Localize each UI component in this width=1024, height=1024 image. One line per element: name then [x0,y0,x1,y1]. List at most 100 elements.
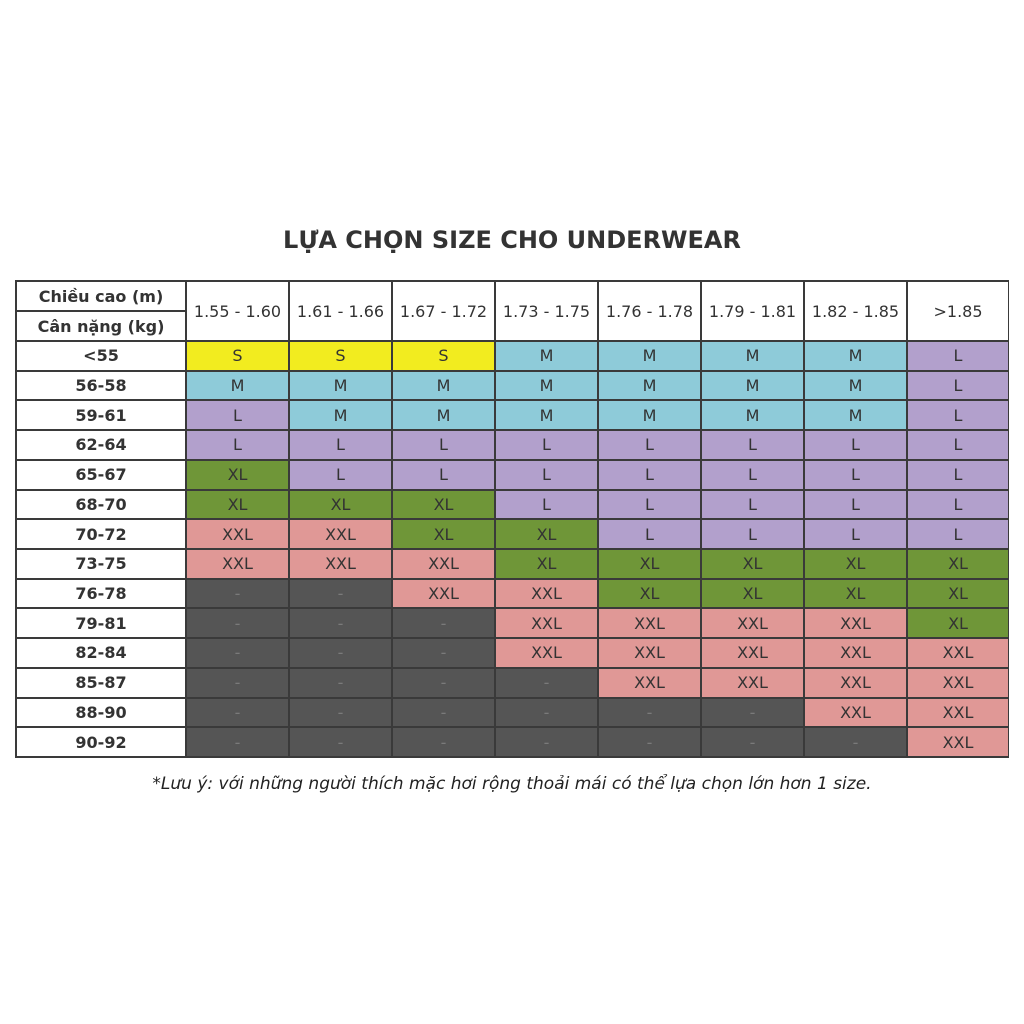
size-cell: XL [599,579,700,608]
column-header: >1.85 [908,282,1008,340]
size-cell: XXL [393,579,494,608]
row-label: 65-67 [17,460,185,489]
size-cell: - [393,668,494,697]
size-cell: L [290,431,391,459]
size-cell: M [599,342,700,370]
size-cell: XXL [496,639,597,667]
size-cell: XL [702,579,803,608]
size-cell: S [290,342,391,370]
size-cell: XXL [702,609,803,638]
column-header: 1.61 - 1.66 [290,282,391,340]
size-cell: L [805,520,906,548]
size-cell: M [805,401,906,430]
size-cell: XXL [599,639,700,667]
row-label: 79-81 [17,609,185,638]
size-cell: - [187,579,288,608]
size-cell: XXL [908,639,1008,667]
size-cell: M [496,401,597,430]
column-header: 1.79 - 1.81 [702,282,803,340]
size-cell: XXL [805,668,906,697]
size-cell: M [290,371,391,400]
size-cell: L [393,460,494,489]
size-cell: XXL [805,698,906,727]
size-cell: L [702,431,803,459]
column-header: 1.67 - 1.72 [393,282,494,340]
size-cell: XL [805,549,906,578]
size-cell: M [393,371,494,400]
size-cell: L [908,401,1008,430]
size-cell: XXL [599,668,700,697]
size-cell: XL [496,520,597,548]
row-label: <55 [17,342,185,370]
size-cell: L [599,431,700,459]
size-cell: L [805,490,906,519]
size-cell: - [187,639,288,667]
size-table: Chiều cao (m) Cân nặng (kg) 1.55 - 1.60 1… [15,280,1009,758]
size-cell: XL [290,490,391,519]
row-label: 82-84 [17,639,185,667]
size-cell: L [908,460,1008,489]
size-cell: XL [908,549,1008,578]
size-cell: - [702,728,803,756]
size-cell: - [290,579,391,608]
size-cell: - [290,668,391,697]
column-header: 1.82 - 1.85 [805,282,906,340]
size-cell: XXL [187,549,288,578]
height-label: Chiều cao (m) [17,282,185,310]
size-cell: S [187,342,288,370]
row-label: 70-72 [17,520,185,548]
size-cell: XXL [496,579,597,608]
size-cell: XL [908,609,1008,638]
row-label: 90-92 [17,728,185,756]
size-cell: - [290,728,391,756]
size-cell: - [290,698,391,727]
row-label: 76-78 [17,579,185,608]
row-label: 59-61 [17,401,185,430]
row-label: 88-90 [17,698,185,727]
column-header: 1.76 - 1.78 [599,282,700,340]
size-cell: L [187,401,288,430]
size-cell: XXL [908,668,1008,697]
size-cell: L [805,431,906,459]
size-cell: - [805,728,906,756]
size-cell: XXL [290,520,391,548]
column-header: 1.73 - 1.75 [496,282,597,340]
row-label: 73-75 [17,549,185,578]
size-cell: - [599,698,700,727]
size-cell: L [290,460,391,489]
size-cell: XXL [702,639,803,667]
size-cell: L [599,460,700,489]
size-cell: L [908,342,1008,370]
size-cell: L [496,431,597,459]
size-cell: XXL [599,609,700,638]
size-cell: M [496,342,597,370]
size-cell: XL [496,549,597,578]
size-cell: L [805,460,906,489]
size-cell: M [290,401,391,430]
weight-label: Cân nặng (kg) [17,312,185,340]
row-label: 68-70 [17,490,185,519]
size-cell: - [393,728,494,756]
size-cell: - [187,609,288,638]
size-cell: XXL [393,549,494,578]
column-header: 1.55 - 1.60 [187,282,288,340]
size-cell: L [908,371,1008,400]
size-cell: M [187,371,288,400]
corner-cell: Chiều cao (m) Cân nặng (kg) [17,282,185,340]
size-cell: XL [599,549,700,578]
row-label: 85-87 [17,668,185,697]
size-cell: L [496,490,597,519]
size-cell: M [496,371,597,400]
size-cell: XXL [187,520,288,548]
size-cell: M [702,342,803,370]
size-cell: XXL [496,609,597,638]
size-cell: - [599,728,700,756]
size-cell: L [702,460,803,489]
size-cell: M [805,371,906,400]
size-cell: - [290,639,391,667]
size-cell: S [393,342,494,370]
size-cell: M [702,371,803,400]
row-label: 62-64 [17,431,185,459]
size-cell: L [599,490,700,519]
